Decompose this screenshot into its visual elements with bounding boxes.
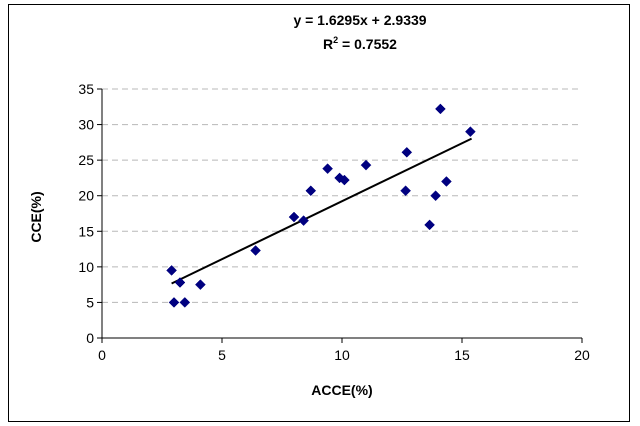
trendline-group [171,137,473,285]
gridlines [102,88,582,303]
x-tick-label: 0 [98,347,106,363]
data-point [179,297,191,308]
y-tick-label: 10 [78,259,94,275]
axes [97,88,583,343]
data-point [339,174,350,186]
r-squared-label: R2 = 0.7552 [323,35,397,52]
tick-labels: 0 5 10 15 20 25 30 35 0 5 10 15 20 [78,81,590,363]
data-point [166,265,177,276]
y-tick-label: 20 [78,188,94,204]
y-tick-label: 30 [78,117,94,133]
x-tick-label: 10 [334,347,350,363]
data-point [168,297,180,308]
data-point [430,190,441,202]
data-point [424,219,435,231]
y-axis-title: CCE(%) [28,191,44,242]
data-points [166,103,476,308]
data-point [435,103,446,115]
chart-frame: y = 1.6295x + 2.9339 R2 = 0.7552 0 5 10 15 2… [8,4,630,422]
y-tick-label: 5 [86,294,94,310]
trendline [171,137,473,285]
x-axis-title: ACCE(%) [311,382,372,398]
data-point [298,215,309,226]
data-point [400,185,411,197]
data-point [250,245,261,256]
data-point [305,185,317,197]
y-tick-label: 0 [86,330,94,346]
data-point [195,279,206,290]
y-tick-label: 15 [78,223,94,239]
data-point [441,176,452,187]
x-tick-label: 5 [218,347,226,363]
data-point [360,159,372,171]
y-tick-label: 35 [78,81,94,97]
x-tick-label: 15 [454,347,470,363]
x-tick-label: 20 [574,347,590,363]
data-point [322,163,333,175]
data-point [174,277,186,288]
data-point [401,146,413,158]
data-point [465,126,476,138]
data-point [288,211,300,223]
scatter-chart: y = 1.6295x + 2.9339 R2 = 0.7552 0 5 10 15 2… [28,12,590,398]
y-tick-label: 25 [78,152,94,168]
equation-label: y = 1.6295x + 2.9339 [293,12,426,28]
